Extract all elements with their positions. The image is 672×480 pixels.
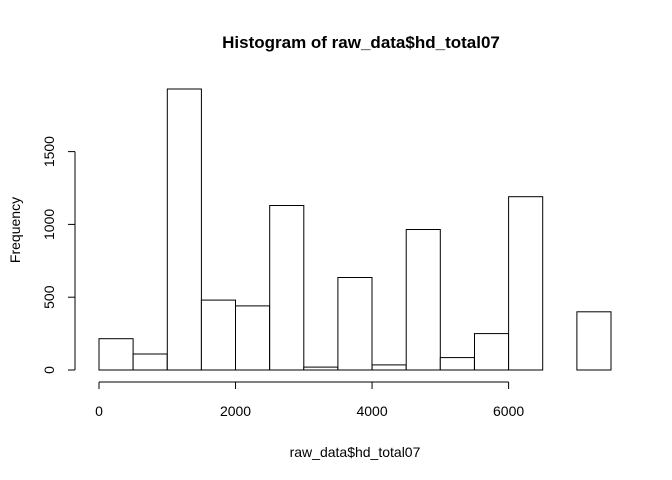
histogram-bar-7 bbox=[337, 277, 373, 371]
y-tick-label-0: 0 bbox=[41, 366, 57, 374]
x-tick-label-0: 0 bbox=[95, 403, 103, 419]
y-tick-label-3: 1500 bbox=[41, 136, 57, 167]
histogram-bar-2 bbox=[166, 88, 202, 371]
y-axis: 0 500 1000 1500 bbox=[41, 136, 76, 374]
y-tick-label-1: 500 bbox=[41, 285, 57, 309]
histogram-bar-1 bbox=[132, 353, 168, 371]
histogram-bar-8 bbox=[371, 364, 407, 371]
histogram-bar-12 bbox=[508, 196, 544, 371]
chart-title: Histogram of raw_data$hd_total07 bbox=[222, 33, 500, 52]
x-axis: 0 2000 4000 6000 bbox=[95, 381, 524, 419]
histogram-bar-9 bbox=[405, 229, 441, 371]
histogram-bar-3 bbox=[200, 299, 236, 371]
bars-group bbox=[98, 88, 612, 371]
y-tick-label-2: 1000 bbox=[41, 209, 57, 240]
x-tick-label-1: 2000 bbox=[220, 403, 251, 419]
y-axis-label: Frequency bbox=[7, 197, 23, 263]
histogram-bar-10 bbox=[439, 357, 475, 371]
x-axis-label: raw_data$hd_total07 bbox=[290, 444, 421, 460]
histogram-bar-14 bbox=[576, 311, 612, 371]
x-tick-label-2: 4000 bbox=[356, 403, 387, 419]
histogram-bar-4 bbox=[235, 305, 271, 371]
x-tick-label-3: 6000 bbox=[493, 403, 524, 419]
histogram-bar-6 bbox=[303, 366, 339, 371]
histogram-bar-5 bbox=[269, 205, 305, 371]
histogram-bar-0 bbox=[98, 338, 134, 371]
histogram-bar-11 bbox=[474, 333, 510, 371]
